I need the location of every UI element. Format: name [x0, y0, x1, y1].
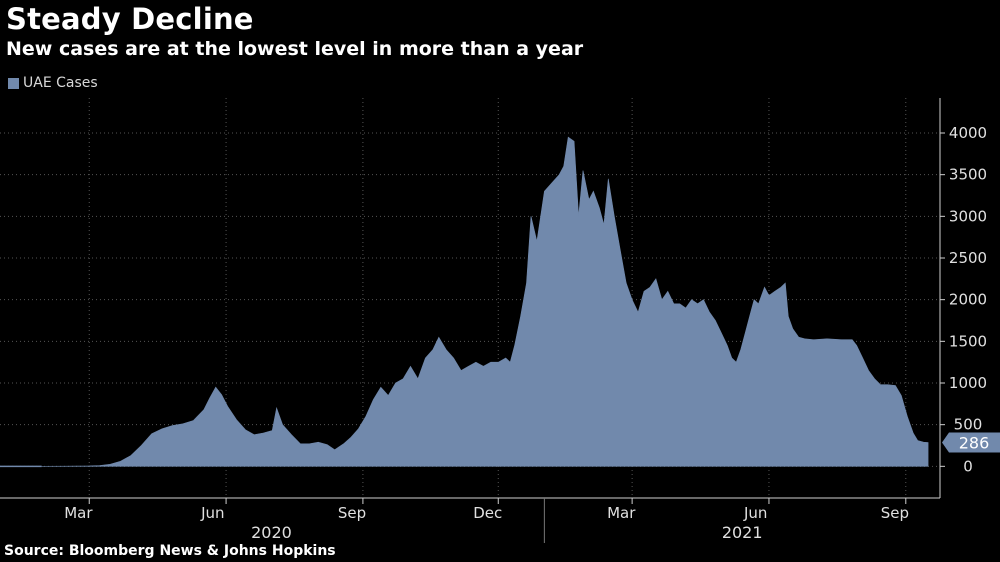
- y-tick-label: 2500: [949, 249, 987, 267]
- series-area-uae-cases: [41, 136, 929, 467]
- last-value-tag: [942, 432, 1000, 453]
- x-tick-label: Jun: [200, 504, 224, 522]
- y-tick-label: 3500: [949, 166, 987, 184]
- last-value-marker: 286: [942, 432, 1000, 453]
- legend: UAE Cases: [8, 75, 98, 91]
- x-tick-label: Dec: [473, 504, 502, 522]
- x-tick-label: Jun: [743, 504, 767, 522]
- x-tick-label: Mar: [64, 504, 93, 522]
- y-tick-label: 2000: [949, 291, 987, 309]
- x-tick-label: Sep: [881, 504, 909, 522]
- chart-title: Steady Decline: [6, 2, 254, 36]
- chart-subtitle: New cases are at the lowest level in mor…: [6, 38, 584, 60]
- x-tick-label: Sep: [338, 504, 366, 522]
- source-note: Source: Bloomberg News & Johns Hopkins: [4, 543, 336, 559]
- y-tick-label: 3000: [949, 207, 987, 225]
- x-tick-label: Mar: [607, 504, 636, 522]
- legend-swatch: [8, 77, 19, 89]
- y-tick-label: 500: [954, 416, 983, 434]
- legend-label: UAE Cases: [23, 75, 98, 91]
- year-label: 2020: [251, 523, 292, 542]
- year-label: 2021: [722, 523, 763, 542]
- y-tick-label: 1500: [949, 332, 987, 350]
- y-tick-label: 4000: [949, 124, 987, 142]
- y-tick-label: 0: [963, 457, 973, 475]
- y-tick-label: 1000: [949, 374, 987, 392]
- last-value-label: 286: [959, 434, 990, 453]
